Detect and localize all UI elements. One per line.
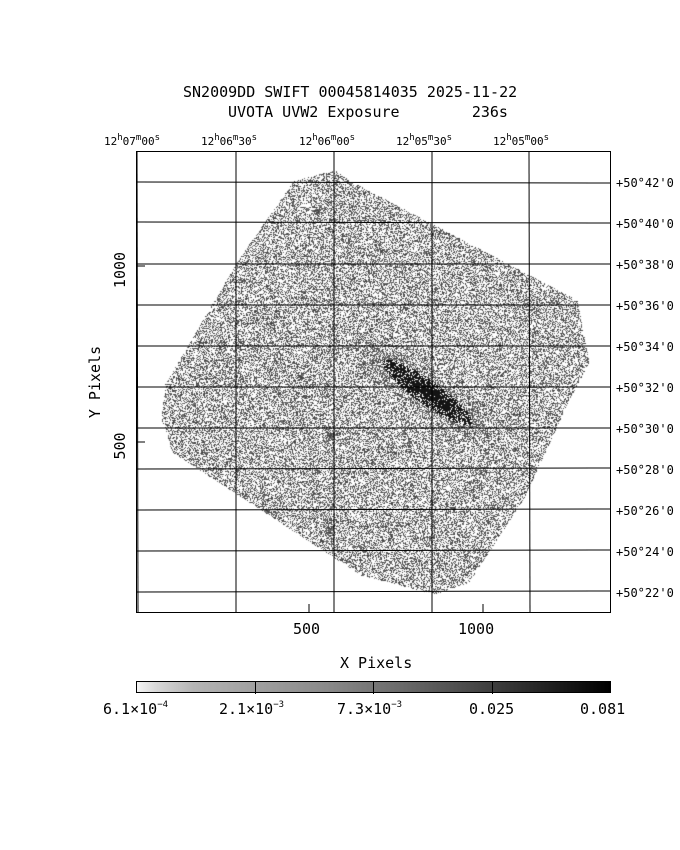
colorbar-label-1: 6.1×10−4	[103, 700, 169, 718]
colorbar	[136, 681, 611, 694]
image-title-line2: UVOTA UVW2 Exposure 236s	[228, 104, 508, 120]
x-axis-label: X Pixels	[340, 654, 413, 672]
dec-tick-9: +50°26'0	[616, 504, 674, 518]
image-title-line1: SN2009DD SWIFT 00045814035 2025-11-22	[183, 83, 518, 101]
ra-tick-4: 12h05m30s	[396, 133, 453, 148]
colorbar-label-5: 0.081	[580, 700, 626, 718]
dec-gridline	[137, 221, 610, 224]
dec-gridline	[137, 549, 610, 552]
dec-tick-5: +50°34'0	[616, 340, 674, 354]
dec-tick-1: +50°42'0	[616, 176, 674, 190]
y-tick-label-1000: 1000	[111, 251, 129, 289]
dec-gridline	[137, 181, 610, 184]
ra-tick-1: 12h07m00s	[104, 133, 161, 148]
dec-gridline	[137, 467, 610, 470]
galaxy-image	[137, 152, 610, 612]
dec-tick-3: +50°38'0	[616, 258, 674, 272]
dec-tick-7: +50°30'0	[616, 422, 674, 436]
ra-tick-2: 12h06m30s	[201, 133, 258, 148]
dec-tick-6: +50°32'0	[616, 381, 674, 395]
dec-tick-10: +50°24'0	[616, 545, 674, 559]
dec-tick-2: +50°40'0	[616, 217, 674, 231]
colorbar-label-4: 0.025	[469, 700, 515, 718]
ra-gridline	[137, 152, 139, 612]
dec-tick-11: +50°22'0	[616, 586, 674, 600]
colorbar-tick	[492, 682, 493, 694]
y-axis-label: Y Pixels	[86, 345, 104, 419]
x-tick-label-500: 500	[293, 620, 321, 638]
dec-tick-8: +50°28'0	[616, 463, 674, 477]
y-tick-label-500: 500	[111, 432, 129, 460]
ra-gridline	[528, 152, 531, 612]
dec-gridline	[137, 508, 610, 511]
x-tick-label-1000: 1000	[458, 620, 495, 638]
coordinate-grid	[137, 152, 610, 612]
ra-tick-5: 12h05m00s	[493, 133, 550, 148]
dec-gridline	[137, 590, 610, 593]
ra-tick-3: 12h06m00s	[299, 133, 356, 148]
colorbar-label-3: 7.3×10−3	[337, 700, 403, 718]
dec-tick-4: +50°36'0	[616, 299, 674, 313]
image-frame	[136, 151, 611, 613]
colorbar-label-2: 2.1×10−3	[219, 700, 285, 718]
colorbar-tick	[255, 682, 256, 694]
colorbar-tick	[373, 682, 374, 694]
image-title-line2-text: UVOTA UVW2 Exposure 236s	[228, 103, 508, 121]
